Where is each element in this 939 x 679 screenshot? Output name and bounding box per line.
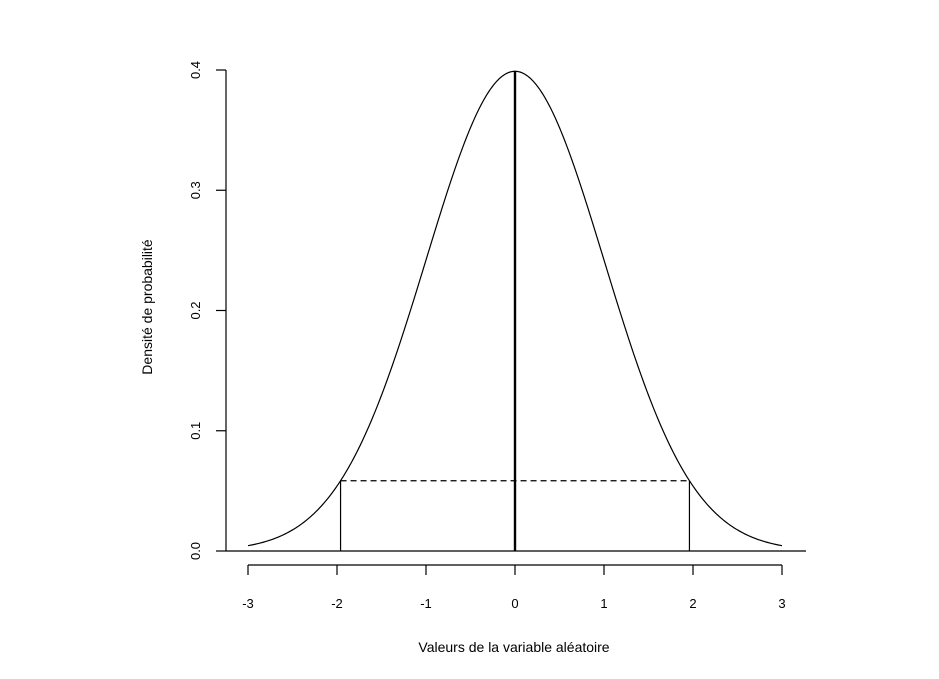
x-axis: -3 -2 -1 0 1 2 3 xyxy=(242,564,786,611)
x-tick-label: 0 xyxy=(511,596,518,611)
y-tick-label: 0.2 xyxy=(188,301,203,319)
x-tick-label: 2 xyxy=(689,596,696,611)
x-axis-title: Valeurs de la variable aléatoire xyxy=(418,639,609,655)
density-curve xyxy=(247,70,783,547)
x-tick-label: -1 xyxy=(420,596,432,611)
y-tick-label: 0.0 xyxy=(188,542,203,560)
x-tick-label: -3 xyxy=(242,596,254,611)
y-tick-label: 0.4 xyxy=(188,61,203,79)
x-tick-label: 1 xyxy=(600,596,607,611)
x-tick-label: -2 xyxy=(331,596,343,611)
y-tick-label: 0.1 xyxy=(188,422,203,440)
plot-area xyxy=(226,70,806,552)
y-axis: 0.0 0.1 0.2 0.3 0.4 xyxy=(188,61,227,560)
y-tick-label: 0.3 xyxy=(188,181,203,199)
y-axis-title: Densité de probabilité xyxy=(139,239,155,375)
x-tick-label: 3 xyxy=(778,596,785,611)
